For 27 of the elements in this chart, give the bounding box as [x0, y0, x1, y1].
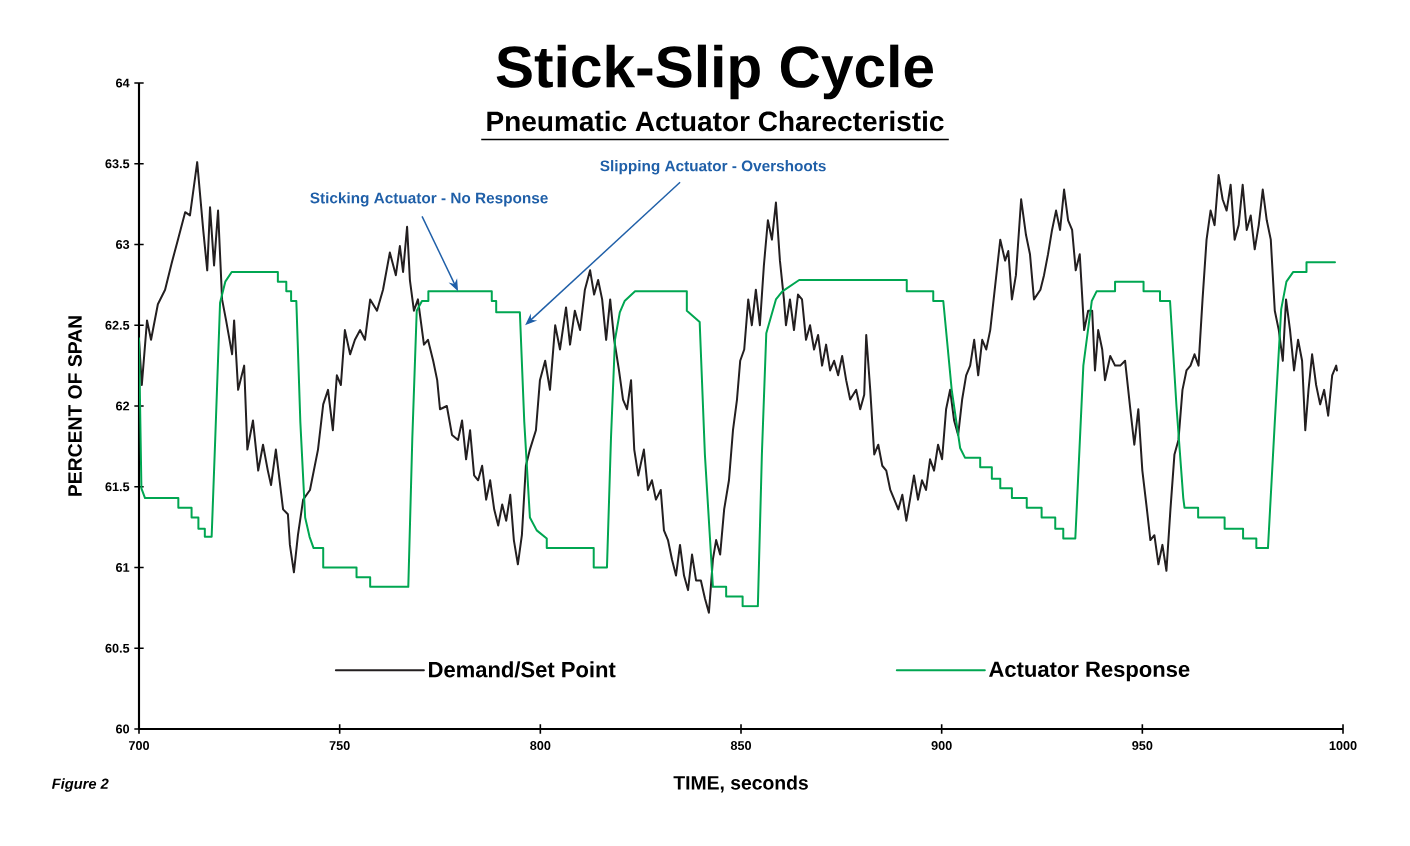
x-tick-label: 950 — [1132, 741, 1153, 751]
annotation: Sticking Actuator - No Response — [310, 192, 548, 207]
caption: Figure 2 — [51, 778, 109, 792]
text: Pneumatic Actuator Charecteristic — [487, 110, 944, 132]
y-tick-label: 63.5 — [105, 159, 130, 169]
x-tick-label: 850 — [730, 741, 752, 751]
x-tick-label: 900 — [931, 741, 952, 751]
legend-label: Demand/Set Point — [429, 661, 616, 678]
line-series — [139, 261, 1336, 608]
y-tick-label: 64 — [115, 78, 130, 88]
legend-label: Actuator Response — [989, 661, 1190, 682]
line-series — [139, 161, 1338, 614]
x-tick-label: 1000 — [1329, 741, 1357, 751]
x-tick-label: 800 — [530, 741, 551, 751]
y-tick-label: 62.5 — [105, 320, 130, 330]
y-tick-label: 62 — [115, 401, 130, 411]
x-axis-title: TIME, seconds — [673, 775, 808, 793]
x-tick-label: 700 — [128, 741, 150, 751]
y-tick-label: 60.5 — [105, 643, 130, 653]
x-tick-label: 750 — [329, 741, 350, 751]
y-tick-label: 61.5 — [105, 482, 130, 492]
y-tick-label: 60 — [115, 724, 130, 734]
y-axis-title: PERCENT OF SPAN — [68, 316, 82, 496]
chart-title: Stick-Slip Cycle — [496, 44, 934, 100]
y-tick-label: 61 — [115, 563, 130, 572]
annotation: Slipping Actuator - Overshoots — [600, 160, 826, 175]
y-tick-label: 63 — [115, 240, 130, 249]
